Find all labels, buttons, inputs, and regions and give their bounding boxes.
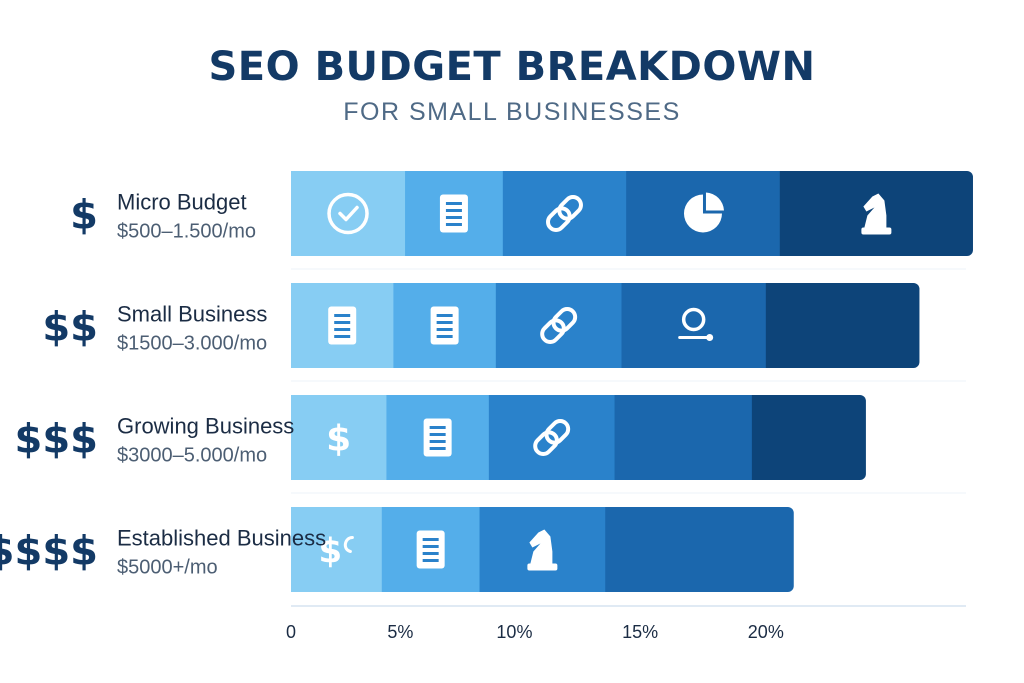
x-tick-label: 0	[286, 622, 296, 642]
bar-segment	[495, 283, 623, 368]
chart-title: SEO BUDGET BREAKDOWN	[208, 44, 816, 90]
category-name: Established Business	[117, 526, 326, 551]
bar-row	[291, 283, 920, 368]
link-icon	[546, 195, 583, 232]
category-range: $5000+/mo	[117, 557, 218, 579]
check-circle-icon	[327, 192, 369, 235]
category-range: $3000–5.000/mo	[117, 445, 267, 467]
bar-segment	[765, 283, 920, 368]
document-icon	[423, 418, 452, 457]
tier-symbol: $$$	[15, 417, 99, 463]
dollar-icon: $	[326, 419, 351, 460]
svg-text:$: $	[326, 419, 351, 460]
bar-segment	[291, 395, 387, 480]
bar-row: $	[291, 395, 866, 480]
x-tick-label: 20%	[748, 622, 784, 642]
pie-chart-icon	[683, 192, 724, 233]
category-name: Growing Business	[117, 414, 294, 439]
chess-knight-icon	[527, 529, 558, 571]
tier-symbol: $$$$	[0, 529, 98, 575]
svg-text:$: $	[319, 532, 343, 572]
bar-segment	[291, 171, 406, 256]
link-icon	[533, 419, 571, 456]
bar-segment	[621, 283, 767, 368]
x-tick-label: 10%	[496, 622, 532, 642]
target-icon	[678, 307, 714, 341]
tier-symbol: $$	[42, 305, 98, 351]
x-tick-label: 5%	[387, 622, 413, 642]
category-range: $500–1.500/mo	[117, 221, 256, 243]
bar-segment	[751, 395, 866, 480]
bar-segment	[502, 171, 627, 256]
category-name: Micro Budget	[117, 190, 247, 215]
document-icon	[439, 194, 468, 233]
document-icon	[430, 306, 459, 345]
link-icon	[540, 307, 578, 344]
chart-subtitle: FOR SMALL BUSINESSES	[343, 98, 681, 126]
bar-segment	[291, 507, 383, 592]
x-tick-label: 15%	[622, 622, 658, 642]
category-range: $1500–3.000/mo	[117, 333, 267, 355]
category-name: Small Business	[117, 302, 267, 327]
chess-knight-icon	[861, 193, 892, 235]
bar-segment	[488, 395, 616, 480]
bar-segment	[605, 507, 794, 592]
document-icon	[328, 306, 357, 345]
bar-segment	[614, 395, 753, 480]
bar-row: $	[291, 507, 794, 592]
dollar-refresh-icon: $	[319, 532, 354, 572]
bar-row	[291, 171, 973, 256]
tier-symbol: $	[70, 193, 98, 239]
document-icon	[416, 530, 445, 569]
